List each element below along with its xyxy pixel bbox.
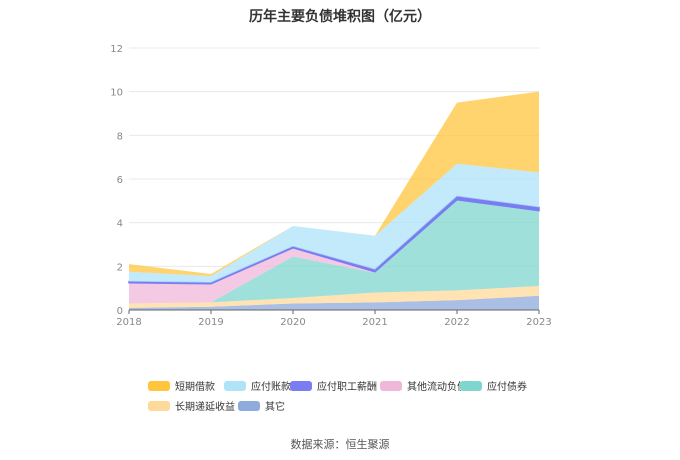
legend-label: 其它	[265, 402, 285, 413]
legend-item[interactable]: 应付账款	[224, 378, 291, 393]
y-tick-label: 12	[110, 44, 123, 55]
legend-swatch	[290, 380, 312, 391]
legend-label: 应付账款	[251, 382, 291, 393]
legend-item[interactable]: 其他流动负债	[380, 378, 467, 393]
x-tick-label: 2022	[444, 317, 469, 328]
y-tick-label: 4	[117, 219, 123, 230]
legend-swatch	[148, 380, 170, 391]
x-tick-label: 2021	[362, 317, 387, 328]
data-source: 数据来源：恒生聚源	[290, 438, 390, 451]
area-短期借款	[129, 91, 539, 277]
area-应付账款	[129, 163, 539, 283]
legend-item[interactable]: 其它	[238, 398, 285, 413]
axes: 0 2 4 6 8 10 12 2018 2019 2020 2021 2022 2023	[110, 44, 551, 328]
y-tick-label: 2	[117, 262, 123, 273]
legend-swatch	[380, 380, 402, 391]
chart-title: 历年主要负债堆积图（亿元）	[249, 9, 431, 25]
legend-swatch	[148, 400, 170, 411]
legend-item[interactable]: 应付职工薪酬	[290, 378, 377, 393]
x-tick-label: 2019	[198, 317, 223, 328]
x-tick-label: 2018	[116, 317, 141, 328]
area-长期递延收益	[129, 285, 539, 308]
area-应付债券	[129, 199, 539, 304]
area-其他流动负债	[129, 199, 539, 304]
legend-label: 应付职工薪酬	[317, 382, 377, 393]
legend-swatch	[460, 380, 482, 391]
y-tick-label: 0	[117, 306, 123, 317]
legend-swatch	[238, 400, 260, 411]
y-tick-label: 10	[110, 88, 123, 99]
legend-item[interactable]: 长期递延收益	[148, 398, 235, 413]
legend-item[interactable]: 短期借款	[148, 378, 215, 393]
legend-label: 短期借款	[175, 382, 215, 393]
y-tick-label: 6	[117, 175, 123, 186]
x-tick-label: 2023	[526, 317, 551, 328]
legend-item[interactable]: 应付债券	[460, 378, 527, 393]
legend-label: 长期递延收益	[175, 402, 235, 413]
y-tick-label: 8	[117, 131, 123, 142]
area-series	[128, 91, 540, 310]
legend-label: 应付债券	[487, 382, 527, 393]
legend-label: 其他流动负债	[407, 382, 467, 393]
x-tick-label: 2020	[280, 317, 305, 328]
legend-swatch	[224, 380, 246, 391]
